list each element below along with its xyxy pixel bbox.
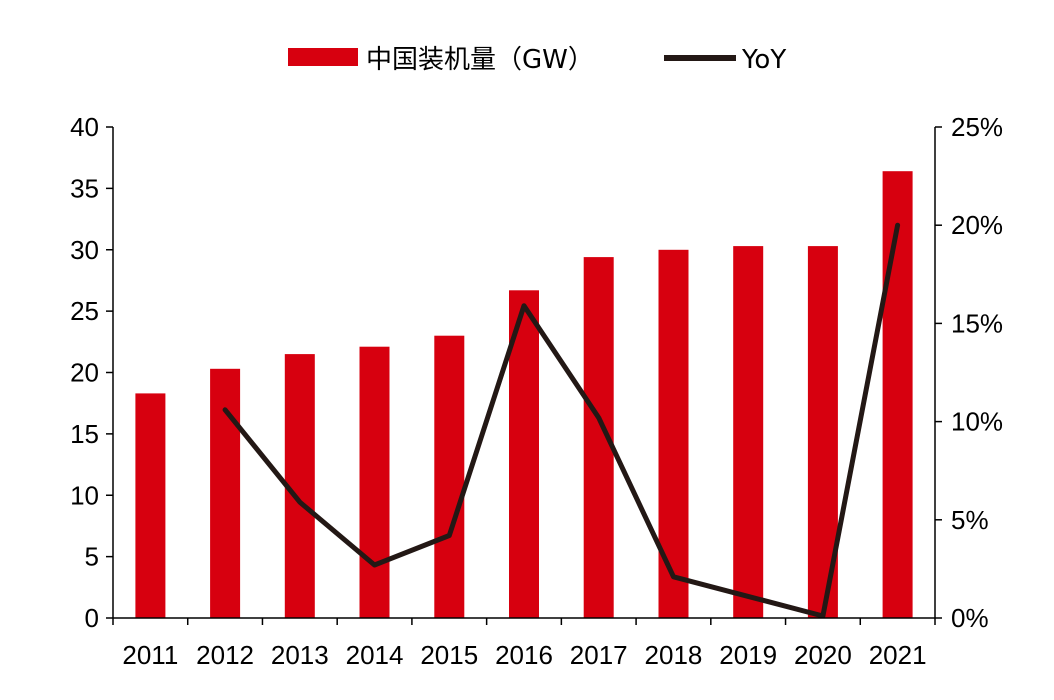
- left-tick-label: 20: [70, 358, 99, 388]
- yoy-line-series: [222, 222, 901, 619]
- left-tick-label: 25: [70, 296, 99, 326]
- left-tick-label: 40: [70, 112, 99, 142]
- bar-2019: [733, 246, 764, 618]
- left-tick-label: 0: [85, 603, 99, 633]
- bar-2012: [210, 368, 241, 618]
- legend: 中国装机量（GW） YoY: [288, 45, 786, 75]
- x-tick-label-2021: 2021: [869, 640, 927, 670]
- right-tick-label: 15%: [951, 308, 1003, 338]
- x-tick-label-2019: 2019: [719, 640, 777, 670]
- left-tick-label: 30: [70, 235, 99, 265]
- x-tick-label-2012: 2012: [196, 640, 254, 670]
- x-tick-label-2017: 2017: [570, 640, 628, 670]
- left-tick-label: 35: [70, 173, 99, 203]
- bar-2011: [135, 393, 166, 618]
- x-tick-label-2016: 2016: [495, 640, 553, 670]
- bar-2015: [434, 335, 465, 618]
- right-tick-label: 20%: [951, 210, 1003, 240]
- right-tick-label: 25%: [951, 112, 1003, 142]
- right-tick-label: 10%: [951, 407, 1003, 437]
- bar-2021: [882, 171, 913, 618]
- right-axis-ticks: 0% 5% 10% 15% 20% 25%: [935, 112, 1003, 633]
- x-tick-label-2011: 2011: [122, 640, 178, 670]
- legend-swatch-bar: [288, 48, 358, 66]
- yoy-line: [222, 222, 901, 619]
- legend-label-bar: 中国装机量（GW）: [366, 45, 594, 75]
- x-tick-label-2020: 2020: [794, 640, 852, 670]
- left-tick-label: 5: [85, 542, 99, 572]
- x-tick-label-2015: 2015: [420, 640, 478, 670]
- bar-2018: [658, 249, 689, 619]
- left-tick-label: 10: [70, 480, 99, 510]
- x-tick-label-2018: 2018: [645, 640, 703, 670]
- x-axis-ticks: 2011 2012 2013 2014 2015 2016 2017 2018 2019 2020…: [112, 618, 936, 670]
- x-tick-label-2013: 2013: [271, 640, 329, 670]
- legend-label-line: YoY: [741, 45, 786, 75]
- left-tick-label: 15: [70, 419, 99, 449]
- x-tick-label-2014: 2014: [346, 640, 404, 670]
- bar-2014: [359, 346, 390, 618]
- right-tick-label: 5%: [951, 505, 989, 535]
- bar-series: [135, 171, 913, 619]
- right-tick-label: 0%: [951, 603, 989, 633]
- bar-2016: [509, 290, 539, 618]
- left-axis-ticks: 0 5 10 15 20 25 30 35 40: [70, 112, 113, 633]
